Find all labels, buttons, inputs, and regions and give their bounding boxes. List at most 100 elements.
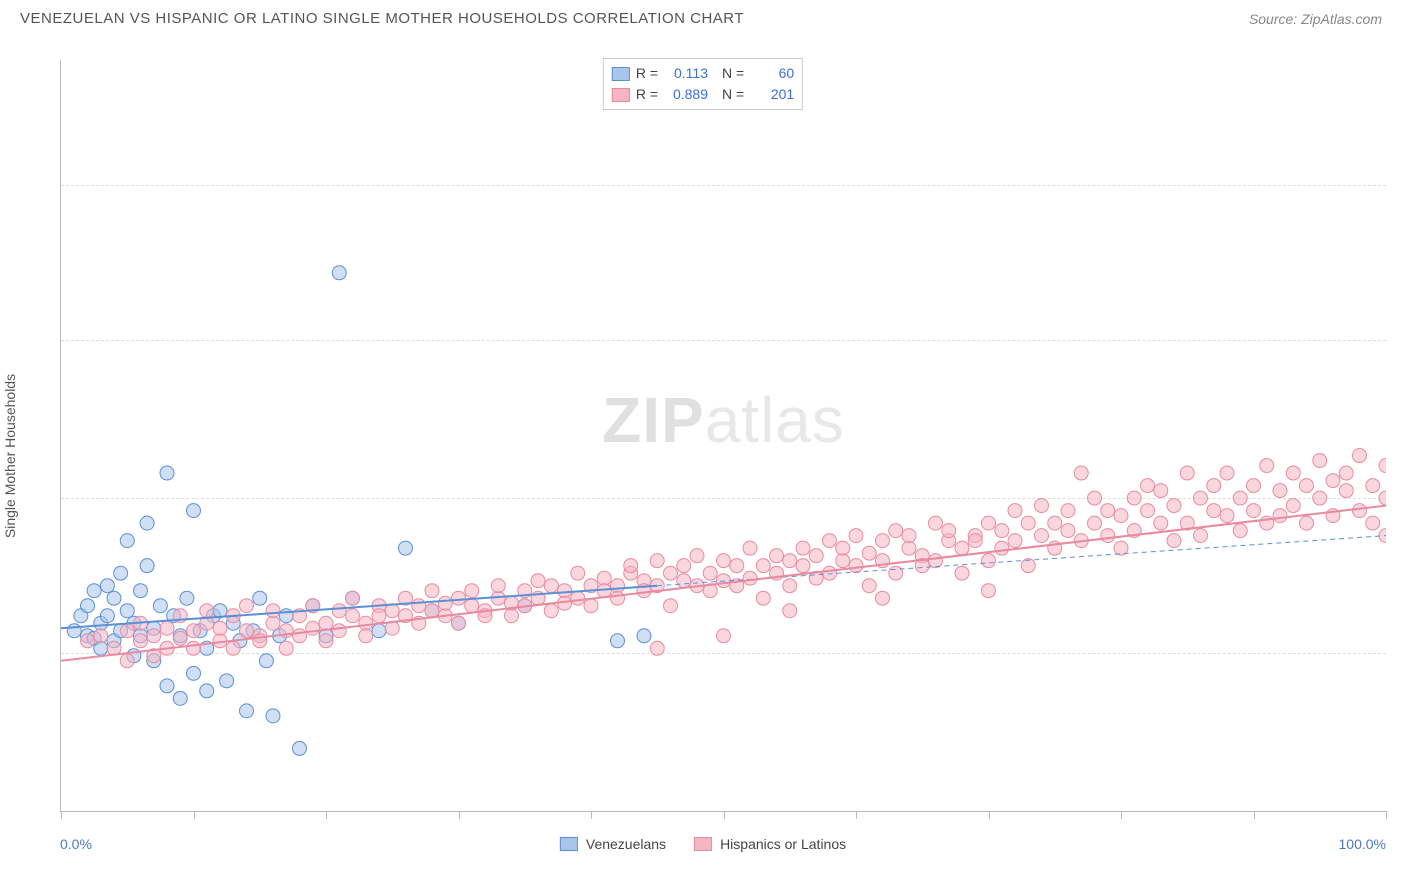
scatter-point [677,574,691,588]
x-tick [856,811,857,819]
scatter-point [1061,524,1075,538]
scatter-point [1021,559,1035,573]
scatter-point [1233,491,1247,505]
scatter-point [1233,524,1247,538]
scatter-point [876,591,890,605]
x-tick [194,811,195,819]
scatter-point [346,609,360,623]
scatter-point [1379,459,1386,473]
scatter-point [399,541,413,555]
scatter-point [1353,449,1367,463]
scatter-point [505,609,519,623]
scatter-point [889,566,903,580]
scatter-point [1088,491,1102,505]
scatter-point [226,641,240,655]
scatter-point [849,559,863,573]
scatter-point [1167,499,1181,513]
scatter-point [1141,479,1155,493]
scatter-point [664,566,678,580]
scatter-point [730,559,744,573]
scatter-point [240,624,254,638]
scatter-point [624,559,638,573]
scatter-point [876,534,890,548]
scatter-point [982,554,996,568]
scatter-point [1260,459,1274,473]
scatter-point [94,641,108,655]
plot-area: ZIPatlas 6.3%12.5%18.8%25.0% [60,60,1386,812]
scatter-point [1339,484,1353,498]
scatter-point [902,541,916,555]
scatter-point [809,549,823,563]
scatter-point [180,591,194,605]
scatter-point [1088,516,1102,530]
scatter-point [1061,504,1075,518]
scatter-point [1366,516,1380,530]
chart-title: VENEZUELAN VS HISPANIC OR LATINO SINGLE … [20,10,744,27]
scatter-point [332,604,346,618]
scatter-point [120,604,134,618]
scatter-point [160,466,174,480]
scatter-point [359,629,373,643]
scatter-point [240,704,254,718]
stats-legend-box: R =0.113N =60R =0.889N =201 [603,58,803,110]
scatter-point [664,599,678,613]
scatter-point [783,579,797,593]
scatter-point [187,641,201,655]
scatter-point [770,549,784,563]
stat-n-label: N = [722,63,744,84]
scatter-point [173,691,187,705]
scatter-point [650,554,664,568]
legend-swatch [612,88,630,102]
scatter-point [372,624,386,638]
scatter-point [836,541,850,555]
legend-swatch [694,837,712,851]
scatter-point [147,629,161,643]
scatter-point [796,541,810,555]
scatter-point [160,679,174,693]
scatter-point [611,634,625,648]
scatter-point [1021,516,1035,530]
scatter-point [240,599,254,613]
x-axis-max-label: 100.0% [1339,836,1386,852]
scatter-point [1167,534,1181,548]
scatter-point [982,516,996,530]
scatter-point [293,741,307,755]
scatter-point [359,616,373,630]
stats-row: R =0.113N =60 [612,63,794,84]
scatter-point [783,554,797,568]
scatter-point [1101,504,1115,518]
scatter-point [266,616,280,630]
scatter-point [690,549,704,563]
scatter-point [452,591,466,605]
scatter-point [187,504,201,518]
scatter-point [571,591,585,605]
scatter-point [743,571,757,585]
scatter-point [717,554,731,568]
scatter-point [743,541,757,555]
scatter-point [982,584,996,598]
scatter-point [611,579,625,593]
scatter-point [425,584,439,598]
scatter-point [968,534,982,548]
scatter-point [756,559,770,573]
y-tick-label: 12.5% [1392,490,1406,506]
scatter-point [253,591,267,605]
scatter-svg [61,60,1386,811]
scatter-point [465,584,479,598]
legend-label: Hispanics or Latinos [720,836,846,852]
source-attribution: Source: ZipAtlas.com [1249,11,1382,27]
scatter-point [756,591,770,605]
scatter-point [1207,479,1221,493]
scatter-point [491,579,505,593]
x-tick [326,811,327,819]
scatter-point [372,609,386,623]
scatter-point [213,621,227,635]
scatter-point [1154,516,1168,530]
x-tick [724,811,725,819]
scatter-point [1326,474,1340,488]
scatter-point [67,624,81,638]
scatter-point [571,566,585,580]
scatter-point [332,624,346,638]
scatter-point [1074,466,1088,480]
scatter-point [1300,479,1314,493]
